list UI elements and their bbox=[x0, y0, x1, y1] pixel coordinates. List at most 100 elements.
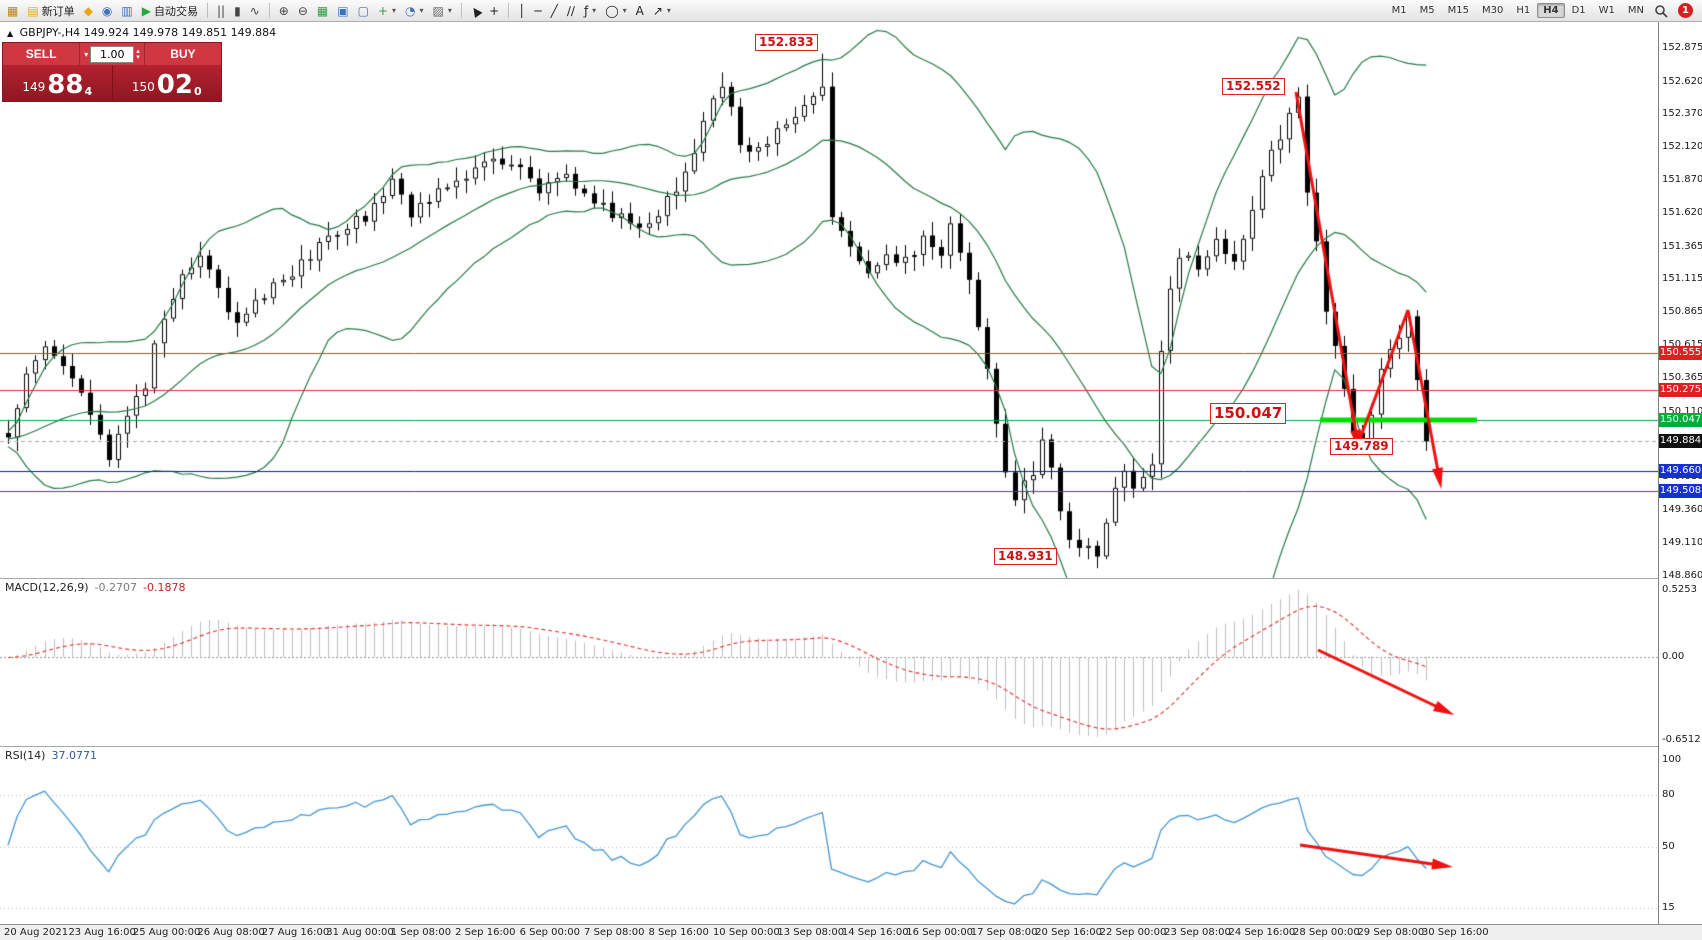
toolbar-separator bbox=[460, 3, 462, 18]
bid-price[interactable]: 149 88 4 bbox=[3, 65, 113, 101]
time-axis-label: 25 Aug 00:00 bbox=[132, 927, 201, 938]
price-callout: 150.047 bbox=[1210, 403, 1287, 424]
time-axis-label: 16 Sep 00:00 bbox=[906, 927, 974, 938]
shapes-icon[interactable]: ◯ ▾ bbox=[605, 3, 627, 18]
crosshair-icon[interactable]: + bbox=[489, 3, 500, 18]
price-tag: 150.555 bbox=[1659, 346, 1702, 361]
volume-control: ▾ ▴▾ bbox=[79, 43, 145, 65]
candlestick-chart-type-icon[interactable]: ▮ bbox=[234, 3, 241, 18]
price-tag: 150.047 bbox=[1659, 412, 1702, 427]
timeframe-m1[interactable]: M1 bbox=[1391, 5, 1407, 16]
market-watch-icon[interactable]: ◉ bbox=[101, 3, 113, 18]
new-chart-grid-icon[interactable]: ▦ bbox=[7, 3, 19, 18]
horizontal-line-icon[interactable]: ─ bbox=[534, 3, 542, 18]
trade-panel-toggle-icon[interactable]: ▲ bbox=[7, 29, 14, 38]
timeframe-mn[interactable]: MN bbox=[1627, 5, 1644, 16]
vertical-line-icon[interactable]: │ bbox=[518, 3, 526, 18]
time-axis-label: 26 Aug 08:00 bbox=[197, 927, 265, 938]
time-axis-label: 14 Sep 16:00 bbox=[841, 927, 909, 938]
tile-windows-icon[interactable]: ▦ bbox=[316, 3, 329, 18]
rsi-indicator-label: RSI(14) 37.0771 bbox=[5, 749, 97, 762]
zoom-in-icon[interactable]: ⊕ bbox=[278, 3, 289, 18]
price-axis-tick: 151.115 bbox=[1662, 273, 1702, 285]
time-axis-label: 17 Sep 08:00 bbox=[970, 927, 1038, 938]
price-tag: 149.884 bbox=[1659, 434, 1702, 449]
timeframe-m15[interactable]: M15 bbox=[1447, 5, 1469, 16]
price-axis-tick: 151.620 bbox=[1662, 207, 1702, 219]
timeframe-m30[interactable]: M30 bbox=[1482, 5, 1504, 16]
symbol-ohlc-line: ▲ GBPJPY-,H4 149.924 149.978 149.851 149… bbox=[7, 26, 276, 39]
price-axis[interactable]: 152.875 152.620 152.370 152.120 151.870 151.6… bbox=[1659, 22, 1702, 924]
trendline-icon[interactable]: ╱ bbox=[550, 3, 558, 18]
price-tag: 149.660 bbox=[1659, 463, 1702, 478]
macd-scale-tick: -0.6512 bbox=[1662, 734, 1701, 745]
price-axis-tick: 152.120 bbox=[1662, 141, 1702, 153]
volume-dropdown-icon[interactable]: ▾ bbox=[84, 49, 89, 59]
fibonacci-icon[interactable]: ƒ ▾ bbox=[583, 3, 597, 18]
time-axis-label: 6 Sep 00:00 bbox=[519, 927, 580, 938]
sell-button[interactable]: SELL bbox=[3, 43, 79, 65]
buy-button[interactable]: BUY bbox=[145, 43, 221, 65]
price-axis-tick: 150.365 bbox=[1662, 372, 1702, 384]
text-label-icon[interactable]: A bbox=[635, 3, 644, 18]
price-axis-tick: 150.615 bbox=[1662, 339, 1702, 351]
time-axis[interactable]: 20 Aug 2021 23 Aug 16:00 25 Aug 00:00 26 Au… bbox=[0, 924, 1702, 940]
bar-chart-type-icon[interactable]: || bbox=[216, 3, 226, 18]
main-toolbar: ▦ ▤ 新订单 ◆ ◉ ▥ ▶ 自动交易 || ▮ ∿ ⊕ ⊖ ▦ ▣ ▢ + ▾ ◔ ▾ ▨ ▾ ▲ + │ ─ ╱ ∕∕ ƒ ▾ ◯ ▾ A… bbox=[0, 0, 1702, 22]
time-axis-label: 20 Aug 2021 bbox=[4, 927, 69, 938]
price-axis-tick: 150.110 bbox=[1662, 405, 1702, 417]
cursor-icon[interactable]: ▲ bbox=[467, 2, 484, 19]
template-icon[interactable]: ▨ ▾ bbox=[432, 3, 452, 18]
price-callout: 152.833 bbox=[755, 34, 818, 51]
price-axis-tick: 148.860 bbox=[1662, 570, 1702, 581]
time-axis-label: 23 Sep 08:00 bbox=[1164, 927, 1231, 938]
price-axis-tick: 149.110 bbox=[1662, 537, 1702, 549]
toolbar-separator bbox=[508, 3, 510, 18]
time-axis-label: 2 Sep 16:00 bbox=[455, 927, 516, 938]
volume-steppers[interactable]: ▴ ▾ bbox=[136, 47, 140, 61]
price-axis-tick: 149.360 bbox=[1662, 504, 1702, 516]
macd-panel-separator[interactable] bbox=[0, 578, 1702, 579]
metaeditor-icon[interactable]: ◆ bbox=[83, 3, 93, 18]
rsi-panel-separator[interactable] bbox=[0, 746, 1702, 747]
time-axis-label: 20 Sep 16:00 bbox=[1035, 927, 1102, 938]
channel-icon[interactable]: ∕∕ bbox=[566, 3, 575, 18]
time-axis-label: 23 Aug 16:00 bbox=[68, 927, 136, 938]
new-chart-icon[interactable]: + ▾ bbox=[377, 3, 396, 18]
timeframe-m5[interactable]: M5 bbox=[1419, 5, 1435, 16]
arrows-tool-icon[interactable]: ↗ ▾ bbox=[652, 3, 671, 18]
autotrade-button[interactable]: ▶ 自动交易 bbox=[141, 3, 198, 18]
timeframe-d1[interactable]: D1 bbox=[1571, 5, 1586, 16]
terminal-icon[interactable]: ▥ bbox=[121, 3, 133, 18]
line-chart-type-icon[interactable]: ∿ bbox=[249, 3, 260, 18]
search-icon[interactable] bbox=[1650, 1, 1672, 21]
timeframe-h4[interactable]: H4 bbox=[1537, 3, 1565, 18]
volume-input[interactable] bbox=[90, 45, 135, 63]
price-tag: 149.508 bbox=[1659, 483, 1702, 498]
time-axis-label: 24 Sep 16:00 bbox=[1228, 927, 1296, 938]
ask-price[interactable]: 150 02 0 bbox=[131, 70, 202, 100]
price-axis-tick: 151.365 bbox=[1662, 240, 1702, 252]
time-axis-label: 1 Sep 08:00 bbox=[390, 927, 452, 938]
notification-badge[interactable]: 1 bbox=[1678, 3, 1693, 18]
price-callout: 149.789 bbox=[1330, 438, 1393, 455]
price-axis-tick: 152.875 bbox=[1662, 42, 1702, 53]
new-order-button[interactable]: ▤ 新订单 bbox=[27, 3, 75, 18]
auto-scroll-icon[interactable]: ▣ bbox=[337, 3, 349, 18]
time-axis-label: 22 Sep 00:00 bbox=[1099, 927, 1167, 938]
timeframe-w1[interactable]: W1 bbox=[1598, 5, 1615, 16]
period-icon[interactable]: ◔ ▾ bbox=[404, 3, 424, 18]
time-axis-label: 8 Sep 16:00 bbox=[648, 927, 709, 938]
rsi-scale-tick: 15 bbox=[1662, 902, 1675, 913]
price-callout: 148.931 bbox=[994, 548, 1057, 565]
zoom-out-icon[interactable]: ⊖ bbox=[297, 3, 308, 18]
price-axis-tick: 150.865 bbox=[1662, 306, 1702, 318]
rsi-scale-tick: 50 bbox=[1662, 841, 1675, 853]
timeframe-h1[interactable]: H1 bbox=[1516, 5, 1531, 16]
price-axis-tick: 152.620 bbox=[1662, 75, 1702, 87]
chart-shift-icon[interactable]: ▢ bbox=[357, 3, 369, 18]
time-axis-label: 29 Sep 08:00 bbox=[1357, 927, 1425, 938]
